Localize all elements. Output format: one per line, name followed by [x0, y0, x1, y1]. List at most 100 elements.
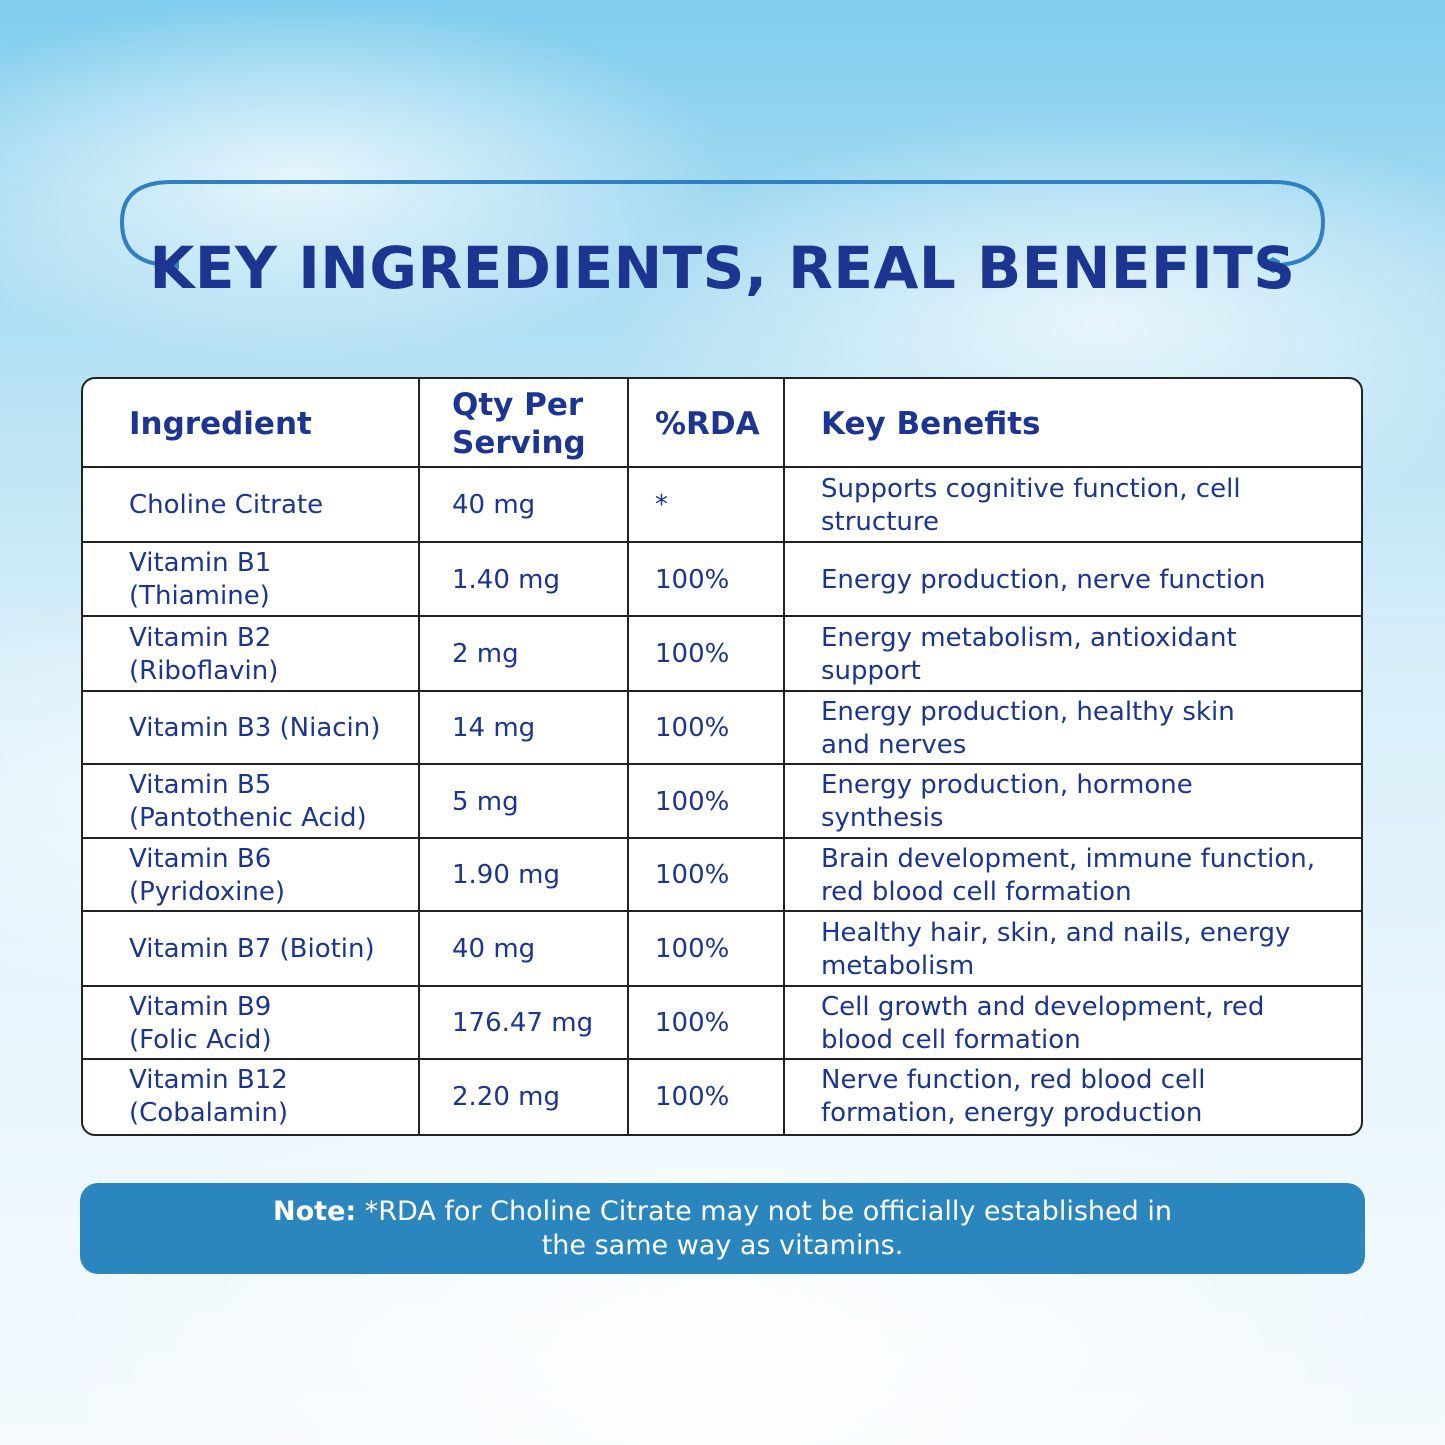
cell-rda: 100% — [629, 617, 785, 692]
cell-ingredient: Vitamin B5 (Pantothenic Acid) — [83, 765, 420, 839]
table-row: Vitamin B5 (Pantothenic Acid) 5 mg 100% Ener… — [83, 765, 1361, 839]
cell-ingredient-line: Vitamin B1 — [129, 548, 272, 578]
cell-benefits: Energy production, nerve function — [785, 543, 1361, 617]
cell-benefits-line: Energy production, healthy skin — [821, 696, 1235, 727]
cell-rda: 100% — [629, 1060, 785, 1134]
ingredients-table: Ingredient Qty Per Serving %RDA Key Bene… — [81, 377, 1363, 1136]
cell-benefits-line: structure — [821, 506, 939, 537]
cell-qty: 14 mg — [420, 692, 629, 765]
cell-benefits-line: and nerves — [821, 729, 967, 760]
cell-benefits: Brain development, immune function, red b… — [785, 839, 1361, 912]
row-divider — [83, 985, 1361, 987]
table-row: Vitamin B9 (Folic Acid) 176.47 mg 100% Cell … — [83, 987, 1361, 1060]
cell-benefits-line: Supports cognitive function, cell — [821, 473, 1241, 504]
cell-qty: 40 mg — [420, 912, 629, 987]
cell-benefits: Energy metabolism, antioxidant support — [785, 617, 1361, 692]
cell-benefits-line: Energy metabolism, antioxidant — [821, 622, 1237, 653]
cell-ingredient-line: (Thiamine) — [129, 581, 270, 611]
cell-benefits-line: Nerve function, red blood cell — [821, 1065, 1206, 1095]
cell-ingredient-line: (Folic Acid) — [129, 1024, 272, 1055]
cell-ingredient-line: Vitamin B7 (Biotin) — [129, 934, 375, 964]
row-divider — [83, 910, 1361, 912]
table-row: Vitamin B12 (Cobalamin) 2.20 mg 100% Nerve f… — [83, 1060, 1361, 1134]
table-row: Vitamin B2 (Riboflavin) 2 mg 100% Energy met… — [83, 617, 1361, 692]
note-line1: *RDA for Choline Citrate may not be offi… — [356, 1195, 1172, 1227]
header-rda: %RDA — [629, 379, 785, 468]
cell-ingredient-line: Vitamin B2 — [129, 622, 272, 653]
cell-qty: 2 mg — [420, 617, 629, 692]
cell-benefits-line: blood cell formation — [821, 1024, 1081, 1055]
row-divider — [83, 690, 1361, 692]
row-divider — [83, 1058, 1361, 1060]
cell-benefits: Healthy hair, skin, and nails, energy met… — [785, 912, 1361, 987]
cell-rda: 100% — [629, 692, 785, 765]
cell-benefits-line: synthesis — [821, 803, 944, 833]
cell-qty: 1.90 mg — [420, 839, 629, 912]
header-benefits: Key Benefits — [821, 405, 1041, 442]
cell-ingredient: Vitamin B3 (Niacin) — [83, 692, 420, 765]
header-qty-line2: Serving — [452, 424, 586, 461]
cell-ingredient: Vitamin B9 (Folic Acid) — [83, 987, 420, 1060]
cell-rda: * — [629, 468, 785, 543]
cell-rda: 100% — [629, 912, 785, 987]
cell-benefits: Energy production, healthy skin and nerve… — [785, 692, 1361, 765]
title-arc-frame — [119, 180, 1326, 273]
table-row: Vitamin B7 (Biotin) 40 mg 100% Healthy hair… — [83, 912, 1361, 987]
cell-rda: 100% — [629, 543, 785, 617]
cell-benefits: Nerve function, red blood cell formation,… — [785, 1060, 1361, 1134]
cell-ingredient-line: Vitamin B5 — [129, 770, 272, 800]
cell-rda: 100% — [629, 765, 785, 839]
row-divider — [83, 466, 1361, 468]
cell-benefits-line: formation, energy production — [821, 1098, 1203, 1128]
cell-ingredient-line: Choline Citrate — [129, 490, 324, 520]
left-hex-dot-icon — [165, 257, 179, 273]
row-divider — [83, 615, 1361, 617]
cell-ingredient: Vitamin B6 (Pyridoxine) — [83, 839, 420, 912]
cell-qty: 2.20 mg — [420, 1060, 629, 1134]
cell-ingredient-line: (Pyridoxine) — [129, 876, 285, 907]
cell-ingredient-line: Vitamin B3 (Niacin) — [129, 713, 381, 743]
cell-benefits-line: support — [821, 655, 921, 686]
cell-ingredient-line: (Pantothenic Acid) — [129, 803, 367, 833]
row-divider — [83, 837, 1361, 839]
note-label: Note: — [273, 1195, 357, 1227]
cell-benefits: Supports cognitive function, cell structu… — [785, 468, 1361, 543]
header-ingredient: Ingredient — [83, 379, 420, 468]
cell-ingredient: Vitamin B7 (Biotin) — [83, 912, 420, 987]
cell-ingredient: Vitamin B2 (Riboflavin) — [83, 617, 420, 692]
cell-benefits-line: Cell growth and development, red — [821, 991, 1265, 1022]
cell-ingredient-line: (Cobalamin) — [129, 1098, 288, 1128]
note-banner: Note: *RDA for Choline Citrate may not b… — [80, 1183, 1365, 1274]
cell-benefits-line: Brain development, immune function, — [821, 843, 1316, 874]
row-divider — [83, 763, 1361, 765]
header-qty-line1: Qty Per — [452, 386, 584, 423]
cell-benefits-line: red blood cell formation — [821, 876, 1132, 907]
table-row: Choline Citrate 40 mg * Supports cognitive … — [83, 468, 1361, 543]
cell-rda: 100% — [629, 987, 785, 1060]
cell-benefits-line: metabolism — [821, 950, 975, 981]
cell-ingredient-line: Vitamin B6 — [129, 843, 272, 874]
note-line2: the same way as vitamins. — [541, 1229, 904, 1261]
right-hex-dot-icon — [1266, 257, 1280, 273]
table-row: Vitamin B3 (Niacin) 14 mg 100% Energy produ… — [83, 692, 1361, 765]
cell-ingredient: Vitamin B1 (Thiamine) — [83, 543, 420, 617]
cell-qty: 176.47 mg — [420, 987, 629, 1060]
cell-benefits-line: Energy production, hormone — [821, 770, 1193, 800]
cell-ingredient-line: Vitamin B12 — [129, 1065, 288, 1095]
cell-ingredient: Choline Citrate — [83, 468, 420, 543]
cell-ingredient: Vitamin B12 (Cobalamin) — [83, 1060, 420, 1134]
table-row: Vitamin B6 (Pyridoxine) 1.90 mg 100% Brain d… — [83, 839, 1361, 912]
cell-benefits: Energy production, hormone synthesis — [785, 765, 1361, 839]
cell-ingredient-line: Vitamin B9 — [129, 991, 272, 1022]
header-qty: Qty Per Serving — [420, 379, 629, 468]
page-title: KEY INGREDIENTS, REAL BENEFITS — [149, 234, 1296, 302]
cell-qty: 5 mg — [420, 765, 629, 839]
cell-rda: 100% — [629, 839, 785, 912]
cell-benefits-line: Healthy hair, skin, and nails, energy — [821, 917, 1291, 948]
cell-benefits: Cell growth and development, red blood ce… — [785, 987, 1361, 1060]
table-row: Vitamin B1 (Thiamine) 1.40 mg 100% Energy pr… — [83, 543, 1361, 617]
cell-qty: 40 mg — [420, 468, 629, 543]
cell-ingredient-line: (Riboflavin) — [129, 655, 279, 686]
row-divider — [83, 541, 1361, 543]
table-header-row: Ingredient Qty Per Serving %RDA Key Bene… — [83, 379, 1361, 468]
